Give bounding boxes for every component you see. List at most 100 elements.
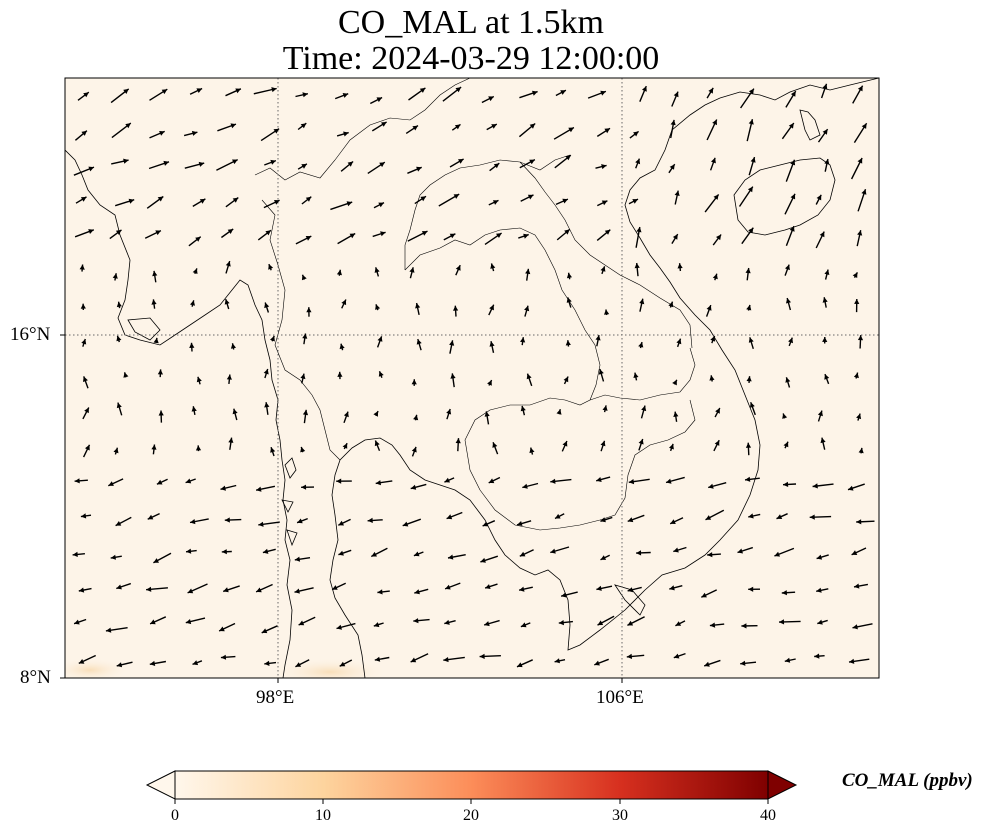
- wind-arrow: [737, 546, 754, 554]
- wind-arrow: [566, 297, 572, 308]
- wind-arrow: [518, 122, 536, 138]
- wind-arrow: [82, 444, 91, 458]
- wind-arrow: [857, 335, 864, 349]
- wind-arrow: [73, 618, 87, 625]
- lon-tick-106: 106°E: [596, 687, 644, 708]
- wind-arrow: [815, 231, 825, 249]
- wind-arrow: [374, 440, 381, 452]
- wind-arrow: [331, 582, 346, 591]
- co-haze-south: [270, 658, 390, 678]
- wind-arrow: [484, 232, 502, 245]
- wind-arrow: [629, 130, 640, 139]
- wind-arrow: [672, 379, 678, 386]
- wind-arrow: [781, 590, 796, 596]
- wind-arrow: [342, 442, 348, 450]
- wind-arrow: [80, 513, 92, 519]
- wind-arrow: [553, 126, 575, 140]
- wind-arrow: [483, 619, 500, 627]
- wind-arrow: [184, 161, 205, 169]
- wind-arrow: [302, 409, 309, 424]
- wind-arrow: [226, 374, 232, 384]
- wind-arrow: [587, 90, 607, 99]
- wind-arrow: [600, 554, 611, 561]
- wind-arrow: [301, 274, 307, 281]
- wind-arrow: [561, 440, 568, 452]
- wind-arrow: [709, 157, 716, 171]
- wind-arrow: [526, 373, 533, 387]
- wind-arrow: [108, 478, 124, 487]
- wind-arrow: [816, 554, 829, 560]
- wind-arrow: [183, 130, 198, 137]
- wind-arrow: [189, 87, 203, 95]
- wind-arrow: [149, 616, 167, 625]
- wind-arrow: [816, 587, 829, 593]
- wind-arrow: [295, 235, 312, 245]
- wind-arrow: [633, 372, 639, 381]
- wind-arrow: [75, 196, 87, 204]
- wind-arrow: [748, 337, 754, 350]
- wind-arrow: [781, 122, 795, 140]
- wind-arrow: [600, 266, 606, 275]
- wind-arrow: [116, 335, 122, 343]
- wind-arrow: [444, 582, 461, 590]
- wind-arrow: [218, 622, 236, 632]
- wind-arrow: [851, 547, 867, 556]
- wind-arrow: [442, 86, 462, 102]
- wind-arrow: [447, 554, 466, 560]
- wind-arrow: [414, 195, 427, 205]
- wind-arrow: [673, 652, 686, 659]
- wind-arrow: [479, 653, 501, 659]
- wind-arrow: [72, 551, 85, 557]
- wind-arrow: [149, 660, 167, 666]
- wind-arrow: [814, 653, 825, 659]
- wind-arrow: [520, 405, 526, 416]
- wind-arrow: [785, 90, 797, 108]
- wind-arrow: [413, 551, 424, 557]
- wind-arrow: [257, 229, 272, 241]
- wind-arrow: [189, 342, 195, 352]
- wind-arrow: [336, 478, 352, 484]
- map-frame: [64, 77, 880, 679]
- wind-arrow: [668, 301, 674, 308]
- wind-arrow: [297, 122, 307, 131]
- wind-arrow: [784, 657, 796, 663]
- colorbar-label-40: 40: [760, 807, 776, 824]
- wind-arrow: [817, 128, 829, 143]
- wind-arrow: [481, 95, 495, 104]
- wind-arrow: [852, 623, 873, 630]
- wind-arrow: [82, 407, 90, 420]
- map-title-line1: CO_MAL at 1.5km: [337, 4, 604, 41]
- wind-arrow: [192, 268, 198, 275]
- wind-arrow: [123, 372, 129, 378]
- wind-arrow: [706, 119, 718, 141]
- wind-arrow: [817, 619, 828, 625]
- wind-arrow: [671, 233, 679, 244]
- wind-arrow: [783, 441, 789, 449]
- wind-arrow: [156, 478, 168, 485]
- wind-arrow: [295, 659, 310, 668]
- wind-arrow: [80, 303, 86, 311]
- wind-arrow: [270, 446, 276, 457]
- wind-arrow: [628, 198, 639, 205]
- wind-arrow: [484, 411, 490, 425]
- wind-arrow: [595, 164, 607, 170]
- wind-arrow: [270, 335, 275, 342]
- wind-arrow: [220, 654, 236, 660]
- wind-arrow: [449, 340, 455, 354]
- wind-arrow: [149, 130, 165, 139]
- wind-arrow: [741, 623, 758, 629]
- wind-arrow: [339, 659, 353, 667]
- wind-arrow: [450, 373, 456, 388]
- wind-arrow: [264, 302, 270, 313]
- colorbar-extend-min: [145, 770, 176, 800]
- wind-arrow: [336, 131, 349, 137]
- wind-arrow: [413, 618, 430, 624]
- wind-arrow: [260, 128, 280, 142]
- wind-arrow: [555, 89, 567, 97]
- wind-arrow: [73, 166, 95, 176]
- wind-arrow: [263, 368, 269, 379]
- wind-arrow: [566, 272, 572, 280]
- wind-arrow: [151, 444, 157, 455]
- gridlines: [65, 78, 879, 678]
- wind-arrow: [782, 413, 788, 419]
